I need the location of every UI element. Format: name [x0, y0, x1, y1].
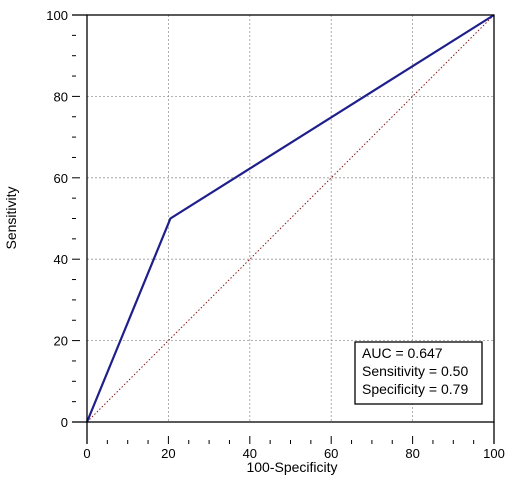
axes	[72, 14, 495, 444]
x-tick-label: 80	[405, 446, 419, 461]
y-tick-label: 100	[46, 8, 68, 23]
sensitivity-text: Sensitivity = 0.50	[362, 363, 468, 379]
roc-curve-line	[85, 14, 495, 423]
roc-curve	[85, 14, 495, 423]
x-tick-label: 40	[243, 446, 257, 461]
diagonal-reference-line	[86, 14, 495, 423]
x-tick-label: 0	[83, 446, 90, 461]
stats-annotation: AUC = 0.647 Sensitivity = 0.50 Specifici…	[354, 341, 483, 405]
x-tick-label: 20	[161, 446, 175, 461]
x-tick-label: 60	[324, 446, 338, 461]
y-tick-label: 40	[54, 252, 68, 267]
tick-labels: 0 20 40 60 80 100 0 20 40 60 80 100	[46, 8, 505, 461]
y-tick-label: 80	[54, 89, 68, 104]
plot-frame	[86, 14, 495, 423]
reference-line	[86, 14, 495, 423]
x-axis-title: 100-Specificity	[246, 459, 337, 475]
specificity-text: Specificity = 0.79	[362, 381, 468, 397]
stats-annotation-box	[354, 341, 483, 405]
y-axis-title: Sensitivity	[3, 186, 19, 249]
y-tick-label: 20	[54, 334, 68, 349]
y-tick-label: 60	[54, 171, 68, 186]
auc-text: AUC = 0.647	[362, 345, 443, 361]
x-tick-label: 100	[483, 446, 505, 461]
y-tick-label: 0	[61, 415, 68, 430]
